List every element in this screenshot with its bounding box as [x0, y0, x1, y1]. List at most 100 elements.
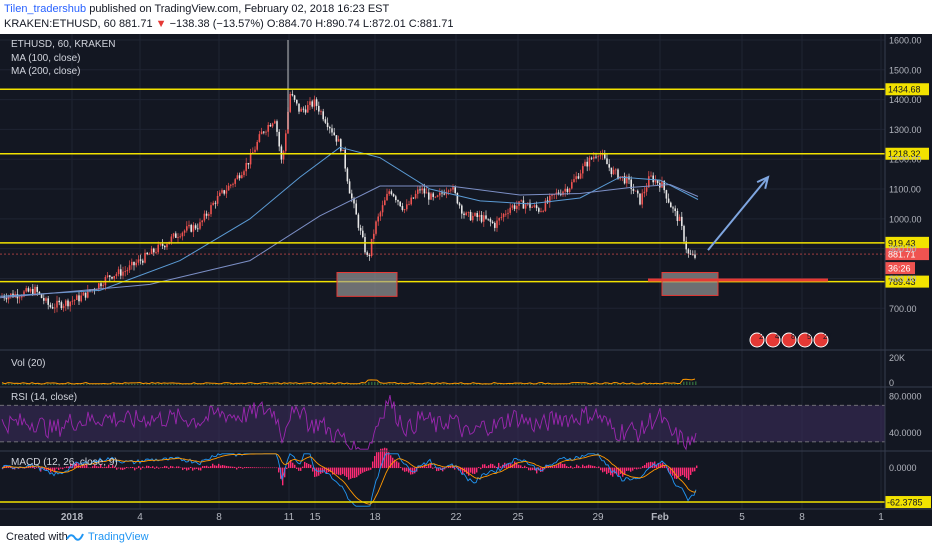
volume-bar — [329, 384, 331, 385]
volume-bar — [527, 384, 529, 385]
macd-histogram-bar — [468, 467, 470, 476]
macd-histogram-bar — [116, 467, 118, 470]
close-label: C:881.71 — [408, 18, 454, 30]
time-tick-label: 8 — [216, 512, 222, 523]
candle-body — [623, 176, 626, 184]
macd-histogram-bar — [594, 466, 596, 469]
candle-body — [496, 220, 498, 228]
macd-histogram-bar — [476, 467, 478, 473]
volume-bar — [236, 383, 238, 385]
macd-histogram-bar — [246, 467, 248, 469]
candle-body — [159, 243, 162, 245]
candle-body — [192, 225, 195, 232]
candle-body — [663, 180, 665, 191]
volume-bar — [50, 383, 52, 385]
volume-bar — [593, 383, 595, 385]
macd-histogram-bar — [226, 465, 228, 469]
macd-histogram-bar — [484, 464, 486, 469]
candle-body — [606, 158, 608, 165]
macd-histogram-bar — [210, 466, 212, 469]
macd-histogram-bar — [578, 465, 580, 469]
volume-ma-line — [1, 378, 696, 385]
volume-bar — [104, 384, 106, 385]
volume-bar — [176, 383, 178, 385]
candle-body — [62, 305, 65, 309]
macd-histogram-bar — [432, 467, 434, 469]
macd-line — [1, 453, 697, 507]
macd-histogram-bar — [164, 465, 166, 469]
candle-body — [465, 212, 467, 216]
macd-histogram-bar — [198, 467, 200, 471]
candle-body — [219, 192, 221, 196]
macd-histogram-bar — [140, 467, 142, 470]
chart-area[interactable]: 1434.68 1218.32 919.43 789.43 881.71 36:26 2 4 8… — [0, 34, 932, 526]
candle-body — [153, 248, 155, 253]
volume-bar — [458, 384, 460, 385]
macd-histogram-bar — [174, 467, 176, 469]
macd-histogram-bar — [624, 467, 626, 475]
tradingview-link[interactable]: TradingView — [88, 531, 149, 543]
price-pane[interactable]: 1434.68 1218.32 919.43 789.43 881.71 36:26 2 4 8… — [0, 39, 929, 348]
candle-body — [502, 213, 505, 218]
candle-body — [232, 183, 234, 185]
macd-histogram-bar — [482, 464, 484, 469]
macd-histogram-bar — [618, 467, 620, 476]
macd-histogram-bar — [374, 456, 376, 469]
candle-body — [617, 169, 619, 179]
candle-body — [113, 275, 115, 279]
volume-bar — [92, 384, 94, 385]
volume-bar — [332, 383, 334, 385]
candle-body — [417, 189, 419, 194]
candle-body — [359, 227, 362, 231]
candle-body — [346, 168, 349, 182]
volume-bar — [689, 381, 691, 385]
volume-bar — [215, 383, 217, 385]
volume-bar — [353, 384, 355, 385]
candle-body — [531, 206, 533, 208]
volume-bar — [233, 384, 235, 385]
price-legend: MA (100, close) — [11, 53, 80, 64]
candle-body — [260, 131, 263, 135]
author-link[interactable]: Tilen_tradershub — [4, 3, 87, 15]
price-tick-label: 700.00 — [889, 304, 917, 314]
macd-histogram-bar — [470, 467, 472, 473]
volume-bar — [119, 383, 121, 385]
macd-histogram-bar — [100, 464, 102, 469]
macd-histogram-bar — [690, 467, 692, 475]
macd-histogram-bar — [154, 467, 156, 469]
rsi-pane[interactable]: RSI (14, close) — [0, 392, 885, 451]
macd-histogram-bar — [346, 467, 348, 478]
volume-bar — [494, 383, 496, 385]
macd-pane[interactable]: -62.3785 MACD (12, 26, close, 9) — [0, 447, 931, 509]
volume-bar — [371, 381, 373, 385]
volume-bar — [26, 383, 28, 385]
volume-bar — [101, 384, 103, 385]
volume-bar — [98, 384, 100, 385]
macd-histogram-bar — [34, 467, 36, 469]
candle-body — [100, 283, 102, 287]
volume-bar — [29, 384, 31, 385]
macd-histogram-bar — [256, 467, 258, 469]
macd-histogram-bar — [312, 467, 314, 472]
volume-bar — [86, 383, 88, 385]
macd-histogram-bar — [310, 464, 312, 469]
macd-histogram-bar — [454, 467, 456, 470]
price-tick-label: 1500.00 — [889, 65, 922, 75]
volume-bar — [455, 383, 457, 385]
macd-histogram-bar — [376, 452, 378, 469]
macd-histogram-bar — [540, 467, 542, 472]
candle-body — [533, 205, 536, 207]
candle-body — [271, 123, 274, 127]
volume-bar — [62, 384, 64, 385]
macd-histogram-bar — [152, 466, 154, 469]
macd-histogram-bar — [526, 467, 528, 469]
candle-body — [58, 300, 60, 303]
volume-pane[interactable]: Vol (20) — [1, 358, 697, 385]
macd-histogram-bar — [272, 467, 274, 469]
macd-histogram-bar — [252, 467, 254, 469]
candle-body — [542, 210, 544, 212]
macd-histogram-bar — [330, 467, 332, 473]
volume-bar — [608, 383, 610, 385]
symbol-label: KRAKEN:ETHUSD, 60 — [4, 18, 116, 30]
macd-histogram-bar — [444, 467, 446, 470]
